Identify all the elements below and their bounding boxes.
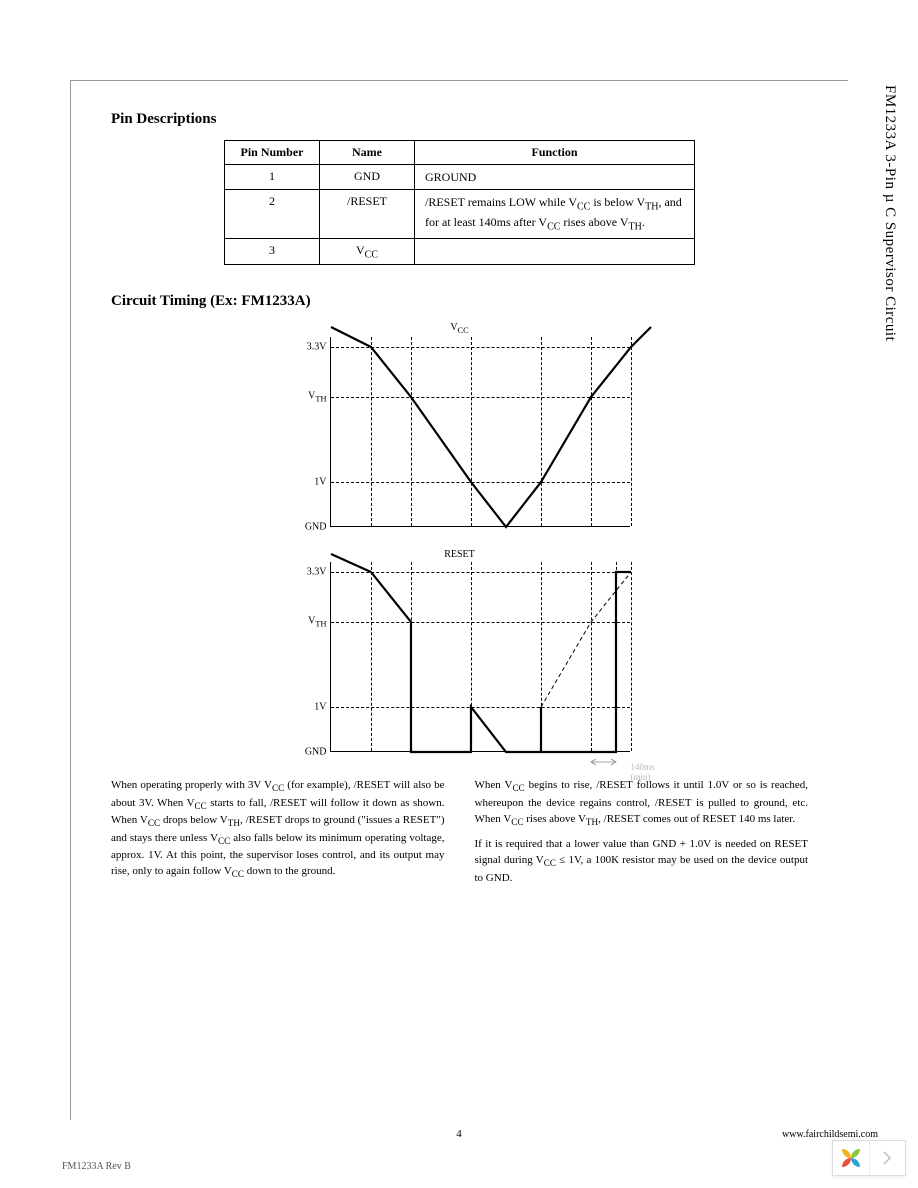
th-name: Name	[320, 141, 415, 165]
chevron-right-icon	[882, 1151, 892, 1165]
axis-tick-label: VTH	[291, 616, 327, 629]
axis-tick-label: 3.3V	[291, 342, 327, 353]
nav-next-button[interactable]	[869, 1141, 906, 1175]
table-row: 2/RESET/RESET remains LOW while VCC is b…	[225, 190, 695, 239]
cell-pin-number: 1	[225, 165, 320, 190]
nav-home-button[interactable]	[833, 1141, 869, 1175]
table-header-row: Pin Number Name Function	[225, 141, 695, 165]
chart-trace	[331, 337, 631, 527]
vcc-chart: VCC 3.3VVTH1VGND	[290, 322, 630, 527]
chart-trace	[331, 562, 631, 752]
th-function: Function	[415, 141, 695, 165]
body-paragraph: If it is required that a lower value tha…	[475, 837, 809, 886]
page-nav-widget	[832, 1140, 906, 1176]
pin-descriptions-table: Pin Number Name Function 1GNDGROUND2/RES…	[224, 140, 695, 265]
chart-annotation: 140ms	[631, 762, 655, 772]
pin-descriptions-heading: Pin Descriptions	[111, 111, 808, 128]
circuit-timing-heading: Circuit Timing (Ex: FM1233A)	[111, 293, 808, 310]
footer-url: www.fairchildsemi.com	[782, 1129, 878, 1140]
axis-tick-label: VTH	[291, 391, 327, 404]
cell-function	[415, 238, 695, 264]
axis-tick-label: 3.3V	[291, 567, 327, 578]
body-paragraph: When VCC begins to rise, /RESET follows …	[475, 778, 809, 829]
body-paragraph: When operating properly with 3V VCC (for…	[111, 778, 445, 881]
chart-annotation: (min)	[631, 772, 651, 782]
cell-function: GROUND	[415, 165, 695, 190]
th-pin-number: Pin Number	[225, 141, 320, 165]
cell-pin-number: 2	[225, 190, 320, 239]
cell-name: GND	[320, 165, 415, 190]
table-row: 1GNDGROUND	[225, 165, 695, 190]
side-running-title: FM1233A 3-Pin µ C Supervisor Circuit	[881, 85, 898, 341]
page-number: 4	[0, 1128, 918, 1140]
cell-name: /RESET	[320, 190, 415, 239]
pinwheel-icon	[842, 1149, 860, 1167]
body-text-columns: When operating properly with 3V VCC (for…	[111, 778, 808, 894]
axis-tick-label: 1V	[291, 477, 327, 488]
table-row: 3VCC	[225, 238, 695, 264]
gridline	[631, 562, 632, 751]
body-left-column: When operating properly with 3V VCC (for…	[111, 778, 445, 894]
cell-name: VCC	[320, 238, 415, 264]
cell-pin-number: 3	[225, 238, 320, 264]
axis-tick-label: 1V	[291, 702, 327, 713]
axis-tick-label: GND	[291, 747, 327, 758]
footer-revision: FM1233A Rev B	[62, 1161, 131, 1172]
cell-function: /RESET remains LOW while VCC is below VT…	[415, 190, 695, 239]
page-frame: Pin Descriptions Pin Number Name Functio…	[70, 80, 848, 1120]
axis-tick-label: GND	[291, 522, 327, 533]
body-right-column: When VCC begins to rise, /RESET follows …	[475, 778, 809, 894]
gridline	[631, 337, 632, 526]
reset-chart: RESET 3.3VVTH1VGND140ms(min)	[290, 549, 630, 752]
